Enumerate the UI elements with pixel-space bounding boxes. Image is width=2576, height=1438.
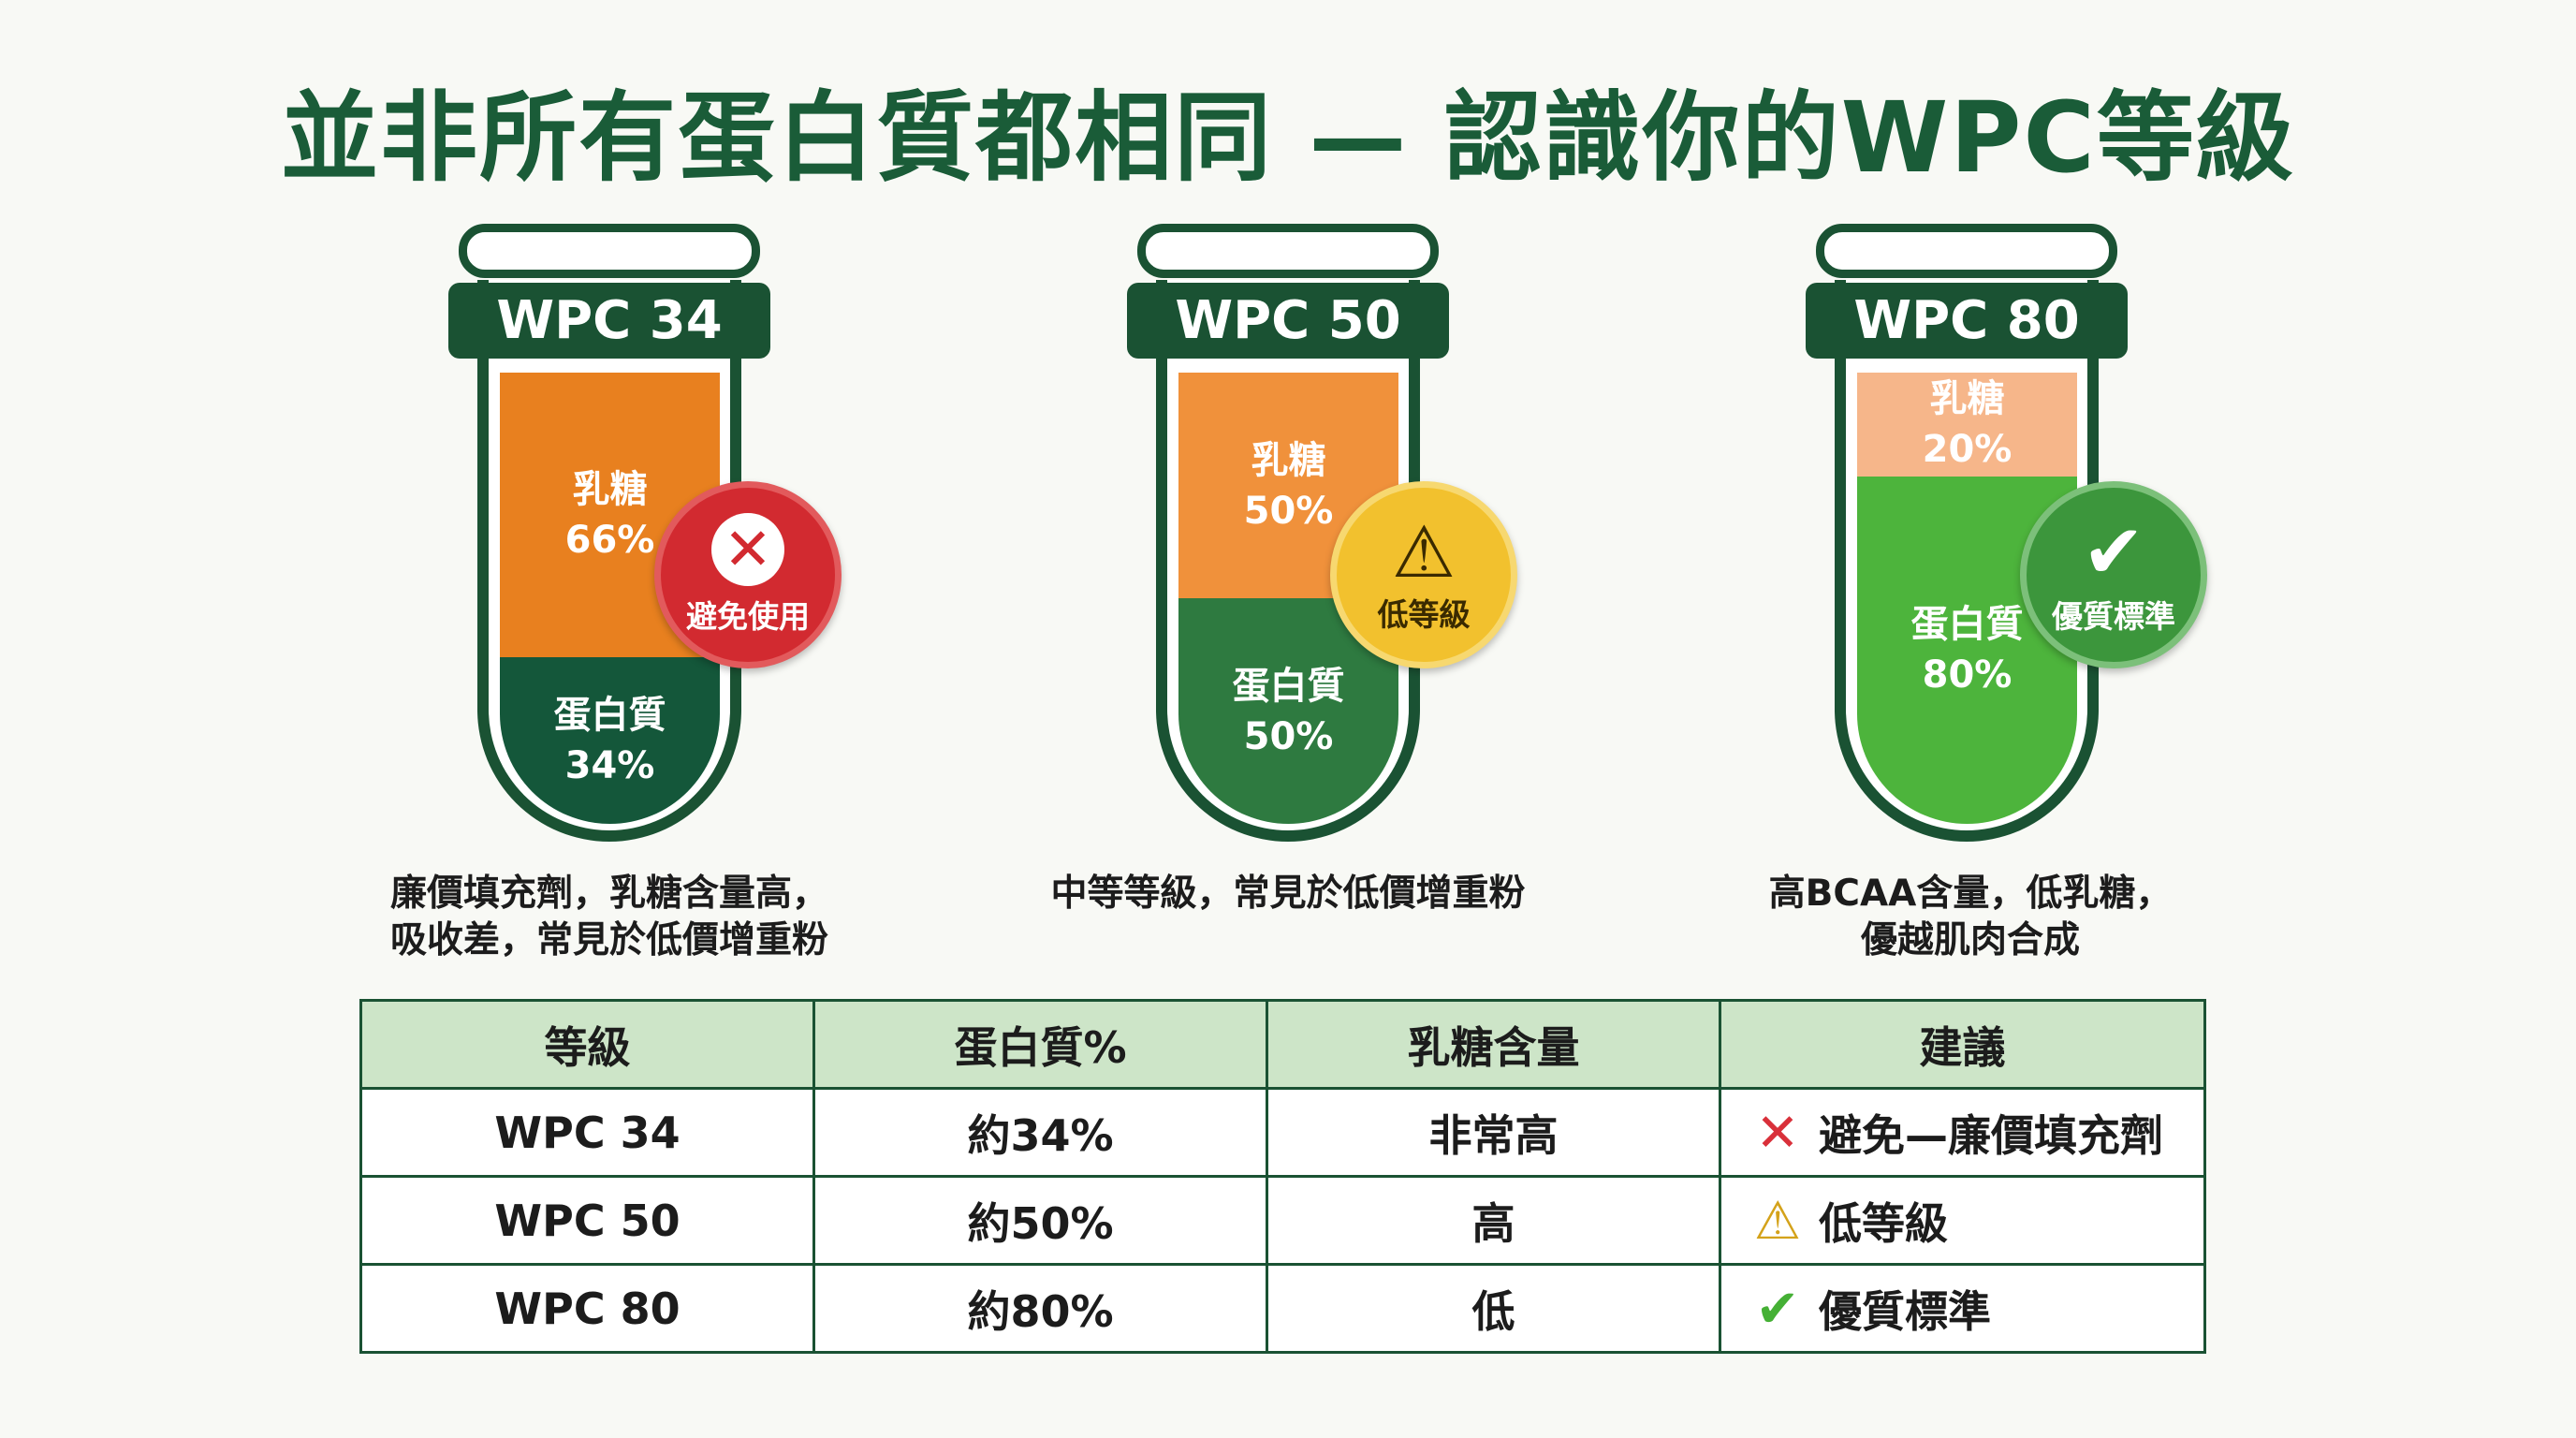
cell-protein: 約34% [812,1087,1268,1178]
description-line: 中等等級，常見於低價增重粉 [1050,873,1526,915]
cell-recommendation: ✕ 避免—廉價填充劑 [1719,1087,2206,1178]
tube-wpc50: 乳糖 50% 蛋白質 50% WPC 50 [1124,224,1452,851]
cell-lactose: 非常高 [1266,1087,1721,1178]
description-line: 高BCAA含量，低乳糖， [1768,873,2173,915]
x-icon: ✕ [1755,1102,1800,1164]
badge-label: 優質標準 [2052,598,2175,635]
tube-wpc34: 乳糖 66% 蛋白質 34% WPC 34 [446,224,773,851]
x-icon: ✕ [711,513,784,586]
protein-label: 蛋白質 [1232,664,1345,708]
protein-label: 蛋白質 [1910,603,2024,647]
tube-label: WPC 34 [448,283,770,359]
lactose-value: 20% [1922,428,2012,472]
recommendation-text: 避免—廉價填充劑 [1819,1109,2163,1161]
table-row: WPC 80 約80% 低 ✔ 優質標準 [359,1263,2206,1354]
protein-value: 34% [564,743,655,787]
lactose-label: 乳糖 [1251,438,1326,482]
cell-recommendation: ⚠ 低等級 [1719,1175,2206,1266]
cell-recommendation: ✔ 優質標準 [1719,1263,2206,1354]
lactose-label: 乳糖 [572,467,648,511]
protein-value: 80% [1922,653,2012,697]
tube-rim [1816,224,2117,278]
description-line: 吸收差，常見於低價增重粉 [389,919,828,961]
recommendation-text: 優質標準 [1819,1285,1991,1337]
cell-protein: 約50% [812,1175,1268,1266]
badge-premium: ✔ 優質標準 [2020,481,2207,668]
badge-label: 避免使用 [686,598,810,635]
tube-rim [1137,224,1439,278]
warning-icon: ⚠ [1753,1190,1802,1252]
recommendation-text: 低等級 [1819,1197,1948,1249]
description-wpc34: 廉價填充劑，乳糖含量高， 吸收差，常見於低價增重粉 [282,871,937,964]
header-recommendation: 建議 [1719,999,2206,1090]
badge-label: 低等級 [1377,596,1471,633]
cell-lactose: 低 [1266,1263,1721,1354]
lactose-value: 66% [564,518,655,562]
table-row: WPC 50 約50% 高 ⚠ 低等級 [359,1175,2206,1266]
lactose-label: 乳糖 [1929,377,2005,421]
table-row: WPC 34 約34% 非常高 ✕ 避免—廉價填充劑 [359,1087,2206,1178]
description-line: 優越肌肉合成 [1860,919,2080,961]
protein-label: 蛋白質 [553,693,666,737]
protein-value: 50% [1243,714,1334,758]
lactose-value: 50% [1243,489,1334,533]
description-line: 廉價填充劑，乳糖含量高， [389,873,828,915]
description-wpc50: 中等等級，常見於低價增重粉 [960,871,1616,917]
warning-icon: ⚠ [1391,510,1456,594]
header-grade: 等級 [359,999,815,1090]
tube-wpc80: 乳糖 20% 蛋白質 80% WPC 80 [1803,224,2130,851]
cell-grade: WPC 80 [359,1263,815,1354]
page-title: 並非所有蛋白質都相同 — 認識你的WPC等級 [281,81,2295,195]
comparison-table: 等級 蛋白質% 乳糖含量 建議 WPC 34 約34% 非常高 ✕ 避免—廉價填充… [359,999,2206,1354]
badge-avoid: ✕ 避免使用 [654,481,842,668]
description-wpc80: 高BCAA含量，低乳糖， 優越肌肉合成 [1643,871,2298,964]
table-header-row: 等級 蛋白質% 乳糖含量 建議 [359,999,2206,1090]
cell-protein: 約80% [812,1263,1268,1354]
tube-rim [459,224,760,278]
lactose-segment: 乳糖 20% [1857,373,2077,477]
tube-label: WPC 50 [1127,283,1449,359]
header-protein: 蛋白質% [812,999,1268,1090]
check-icon: ✔ [2082,508,2145,595]
cell-lactose: 高 [1266,1175,1721,1266]
header-lactose: 乳糖含量 [1266,999,1721,1090]
cell-grade: WPC 50 [359,1175,815,1266]
check-icon: ✔ [1755,1278,1800,1340]
cell-grade: WPC 34 [359,1087,815,1178]
tube-label: WPC 80 [1806,283,2128,359]
badge-low-grade: ⚠ 低等級 [1330,481,1517,668]
